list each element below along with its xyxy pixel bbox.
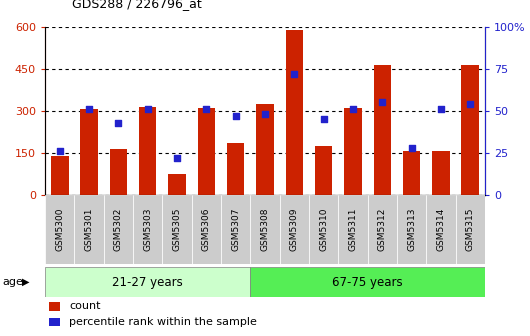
- Bar: [51, 156, 68, 195]
- Text: GSM5314: GSM5314: [437, 208, 445, 251]
- Text: age: age: [3, 277, 23, 287]
- Bar: [344, 108, 362, 195]
- Text: GSM5302: GSM5302: [114, 208, 123, 251]
- Text: ▶: ▶: [22, 277, 30, 287]
- Bar: [432, 152, 450, 195]
- Bar: [168, 174, 186, 195]
- Bar: [45, 267, 250, 297]
- Bar: [280, 195, 309, 264]
- Text: GSM5301: GSM5301: [85, 208, 93, 251]
- Bar: [403, 152, 420, 195]
- Bar: [49, 318, 60, 326]
- Text: count: count: [69, 301, 101, 311]
- Point: [408, 145, 416, 151]
- Text: GSM5305: GSM5305: [173, 208, 181, 251]
- Point: [85, 107, 93, 112]
- Point: [173, 155, 181, 161]
- Bar: [462, 65, 479, 195]
- Text: GSM5313: GSM5313: [407, 208, 416, 251]
- Bar: [74, 195, 104, 264]
- Bar: [221, 195, 250, 264]
- Point: [349, 107, 357, 112]
- Bar: [80, 110, 98, 195]
- Text: GSM5315: GSM5315: [466, 208, 475, 251]
- Point: [232, 113, 240, 119]
- Text: GSM5310: GSM5310: [319, 208, 328, 251]
- Point: [320, 117, 328, 122]
- Bar: [368, 195, 397, 264]
- Point: [202, 107, 210, 112]
- Bar: [192, 195, 221, 264]
- Point: [466, 101, 474, 107]
- Text: GSM5307: GSM5307: [231, 208, 240, 251]
- Point: [378, 100, 386, 105]
- Text: GSM5311: GSM5311: [349, 208, 357, 251]
- Bar: [426, 195, 456, 264]
- Bar: [139, 107, 156, 195]
- Bar: [286, 30, 303, 195]
- Bar: [250, 195, 280, 264]
- Bar: [338, 195, 368, 264]
- Text: GSM5312: GSM5312: [378, 208, 387, 251]
- Bar: [45, 195, 74, 264]
- Bar: [250, 267, 485, 297]
- Text: GSM5300: GSM5300: [55, 208, 64, 251]
- Bar: [110, 149, 127, 195]
- Text: 21-27 years: 21-27 years: [112, 276, 183, 289]
- Bar: [133, 195, 162, 264]
- Bar: [162, 195, 192, 264]
- Bar: [397, 195, 426, 264]
- Bar: [374, 65, 391, 195]
- Point: [114, 120, 122, 125]
- Point: [437, 107, 445, 112]
- Text: GSM5309: GSM5309: [290, 208, 299, 251]
- Bar: [49, 302, 60, 310]
- Text: GDS288 / 226796_at: GDS288 / 226796_at: [72, 0, 201, 10]
- Bar: [256, 104, 274, 195]
- Bar: [227, 143, 244, 195]
- Text: GSM5303: GSM5303: [143, 208, 152, 251]
- Bar: [456, 195, 485, 264]
- Point: [144, 107, 152, 112]
- Point: [290, 71, 298, 77]
- Bar: [315, 146, 332, 195]
- Bar: [104, 195, 133, 264]
- Text: GSM5306: GSM5306: [202, 208, 211, 251]
- Bar: [309, 195, 338, 264]
- Point: [56, 149, 64, 154]
- Point: [261, 112, 269, 117]
- Text: 67-75 years: 67-75 years: [332, 276, 403, 289]
- Bar: [198, 108, 215, 195]
- Text: GSM5308: GSM5308: [261, 208, 269, 251]
- Text: percentile rank within the sample: percentile rank within the sample: [69, 317, 257, 327]
